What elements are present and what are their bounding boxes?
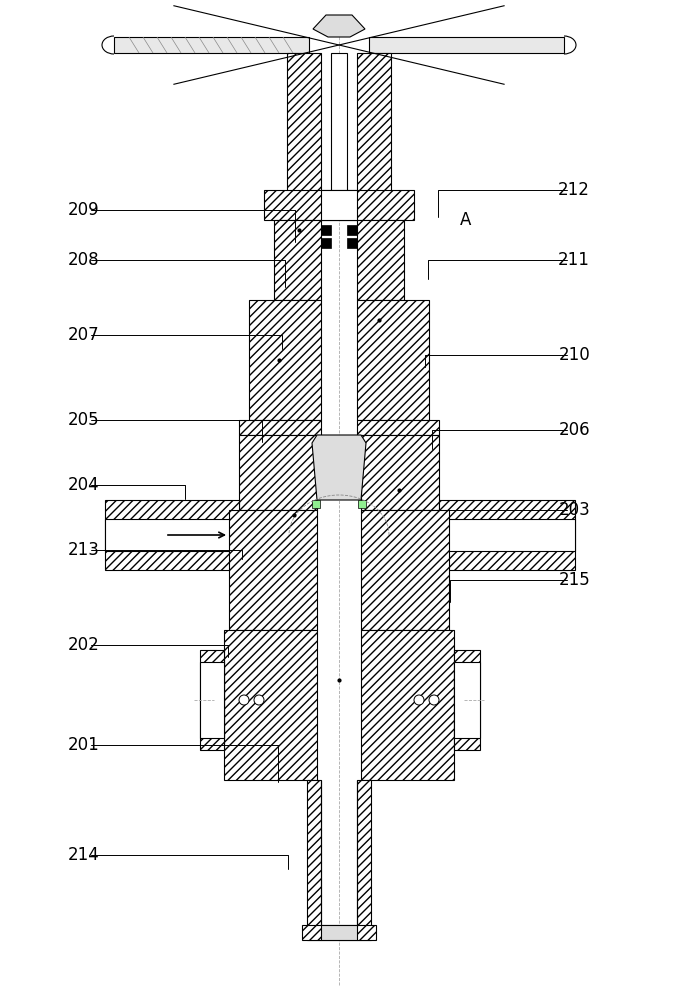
Polygon shape [357,53,391,210]
Circle shape [414,695,424,705]
Circle shape [429,695,439,705]
Polygon shape [312,435,366,500]
Text: A: A [460,211,471,229]
Polygon shape [200,662,224,738]
Polygon shape [321,925,357,940]
Text: 213: 213 [68,541,100,559]
Polygon shape [249,300,321,420]
Text: 203: 203 [558,501,590,519]
Text: 208: 208 [68,251,100,269]
Polygon shape [287,53,321,210]
Text: 209: 209 [68,201,100,219]
Polygon shape [105,519,239,551]
Text: 214: 214 [68,846,100,864]
Polygon shape [307,780,321,940]
Polygon shape [347,238,357,248]
Polygon shape [331,53,347,210]
Text: 212: 212 [558,181,590,199]
Polygon shape [302,925,376,940]
Polygon shape [224,630,317,780]
Polygon shape [358,500,366,508]
Polygon shape [439,500,575,570]
Polygon shape [347,225,357,235]
Polygon shape [369,37,564,53]
Circle shape [239,695,249,705]
Polygon shape [239,420,321,435]
Polygon shape [312,500,320,508]
Polygon shape [454,650,480,750]
Polygon shape [313,15,365,37]
Text: 205: 205 [68,411,100,429]
Polygon shape [321,190,357,220]
Text: 206: 206 [559,421,590,439]
Polygon shape [105,500,239,570]
Text: 204: 204 [68,476,100,494]
Polygon shape [274,220,321,300]
Text: 207: 207 [68,326,100,344]
Text: 210: 210 [558,346,590,364]
Polygon shape [361,630,454,780]
Polygon shape [454,662,480,738]
Polygon shape [229,510,317,630]
Polygon shape [361,435,439,510]
Polygon shape [361,510,449,630]
Polygon shape [264,190,414,220]
Circle shape [254,695,264,705]
Text: 201: 201 [68,736,100,754]
Polygon shape [321,225,331,235]
Polygon shape [321,238,331,248]
Text: 202: 202 [68,636,100,654]
Text: 215: 215 [558,571,590,589]
Polygon shape [357,420,439,435]
Polygon shape [200,650,224,750]
Polygon shape [439,519,575,551]
Text: 211: 211 [558,251,590,269]
Polygon shape [357,220,404,300]
Polygon shape [357,300,429,420]
Polygon shape [239,435,317,510]
Polygon shape [114,37,309,53]
Polygon shape [357,780,371,940]
